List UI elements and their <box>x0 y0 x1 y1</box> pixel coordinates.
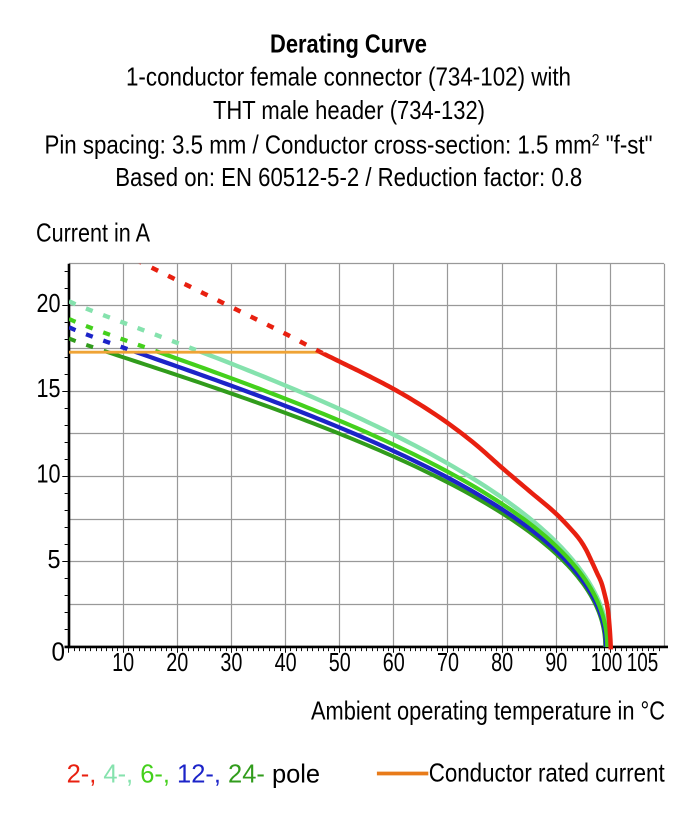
svg-text:50: 50 <box>329 647 351 677</box>
svg-text:30: 30 <box>220 647 242 677</box>
svg-text:10: 10 <box>112 647 134 677</box>
svg-text:60: 60 <box>383 647 405 677</box>
svg-text:70: 70 <box>437 647 459 677</box>
svg-text:2-, 4-, 6-, 12-, 24- pole: 2-, 4-, 6-, 12-, 24- pole <box>67 759 320 789</box>
svg-text:10: 10 <box>37 459 61 489</box>
svg-text:Pin spacing: 3.5 mm / Conducto: Pin spacing: 3.5 mm / Conductor cross-se… <box>45 130 653 160</box>
svg-text:Conductor rated current: Conductor rated current <box>429 757 666 787</box>
svg-text:20: 20 <box>37 288 61 318</box>
svg-text:15: 15 <box>37 373 61 403</box>
svg-text:40: 40 <box>275 647 297 677</box>
svg-text:1-conductor female connector (: 1-conductor female connector (734-102) w… <box>126 62 571 92</box>
svg-text:Derating Curve: Derating Curve <box>270 28 427 58</box>
svg-text:90: 90 <box>545 647 567 677</box>
svg-text:Current in A: Current in A <box>36 218 151 248</box>
svg-text:Based on: EN 60512-5-2 / Reduc: Based on: EN 60512-5-2 / Reduction facto… <box>115 162 582 192</box>
svg-text:5: 5 <box>48 544 61 574</box>
svg-text:Ambient operating temperature: Ambient operating temperature in °C <box>311 696 665 726</box>
svg-text:0: 0 <box>52 637 66 667</box>
svg-text:20: 20 <box>166 647 188 677</box>
svg-text:THT male header (734-132): THT male header (734-132) <box>213 95 485 125</box>
svg-text:100: 100 <box>591 647 623 677</box>
svg-text:80: 80 <box>491 647 513 677</box>
svg-text:105: 105 <box>627 647 659 677</box>
